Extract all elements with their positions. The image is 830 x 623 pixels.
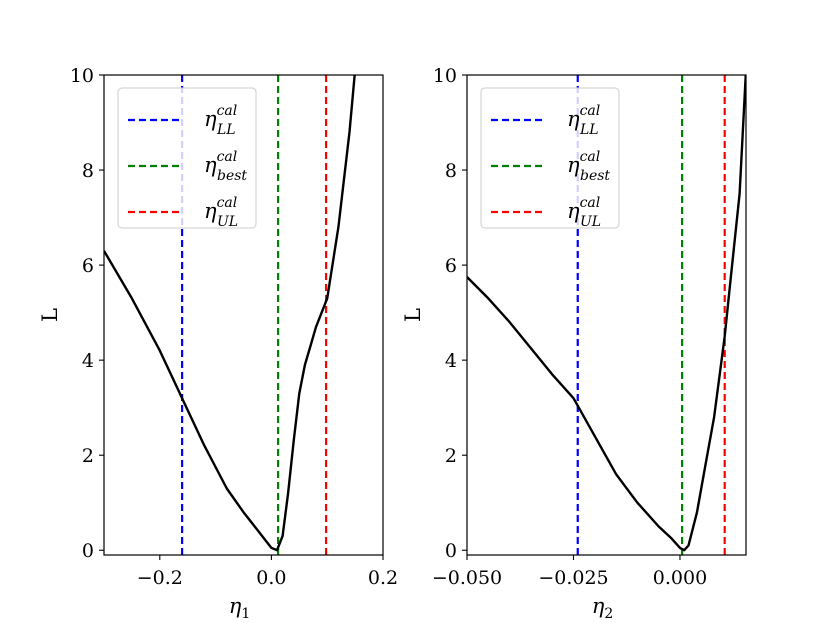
y-axis-label: L: [401, 308, 425, 322]
legend-label: ηcal UL: [204, 195, 238, 230]
y-tick-label: 8: [82, 160, 94, 182]
axes-frame: [103, 74, 384, 556]
axes-frame: [466, 74, 747, 556]
legend-label: ηcal best: [204, 149, 247, 184]
legend-box: [117, 87, 257, 229]
x-tick-label: −0.025: [538, 567, 608, 589]
series-line: [467, 75, 746, 552]
y-tick-label: 4: [82, 350, 94, 372]
x-tick-label: −0.2: [137, 567, 183, 589]
legend-label: ηcal best: [567, 149, 610, 184]
x-tick-label: 0.0: [256, 567, 286, 589]
x-tick-label: −0.050: [432, 567, 502, 589]
legend-label: ηcal UL: [567, 195, 601, 230]
y-tick-label: 2: [445, 445, 457, 467]
series-line: [104, 75, 356, 552]
legend: ηcal LL ηcal best ηcal UL: [117, 87, 257, 230]
y-tick-label: 4: [445, 350, 457, 372]
x-axis-label: η2: [592, 594, 614, 622]
y-tick-label: 6: [82, 255, 94, 277]
legend-box: [480, 87, 620, 229]
legend: ηcal LL ηcal best ηcal UL: [480, 87, 620, 230]
y-tick-label: 0: [445, 540, 457, 562]
y-tick-label: 10: [70, 65, 94, 87]
x-tick-label: 0.2: [368, 567, 398, 589]
y-tick-label: 2: [82, 445, 94, 467]
y-tick-label: 8: [445, 160, 457, 182]
y-tick-label: 6: [445, 255, 457, 277]
legend-label: ηcal LL: [567, 103, 600, 138]
y-tick-label: 10: [433, 65, 457, 87]
x-tick-label: 0.000: [653, 567, 707, 589]
y-tick-label: 0: [82, 540, 94, 562]
x-axis-label: η1: [229, 594, 251, 622]
y-axis-label: L: [38, 308, 62, 322]
legend-label: ηcal LL: [204, 103, 237, 138]
